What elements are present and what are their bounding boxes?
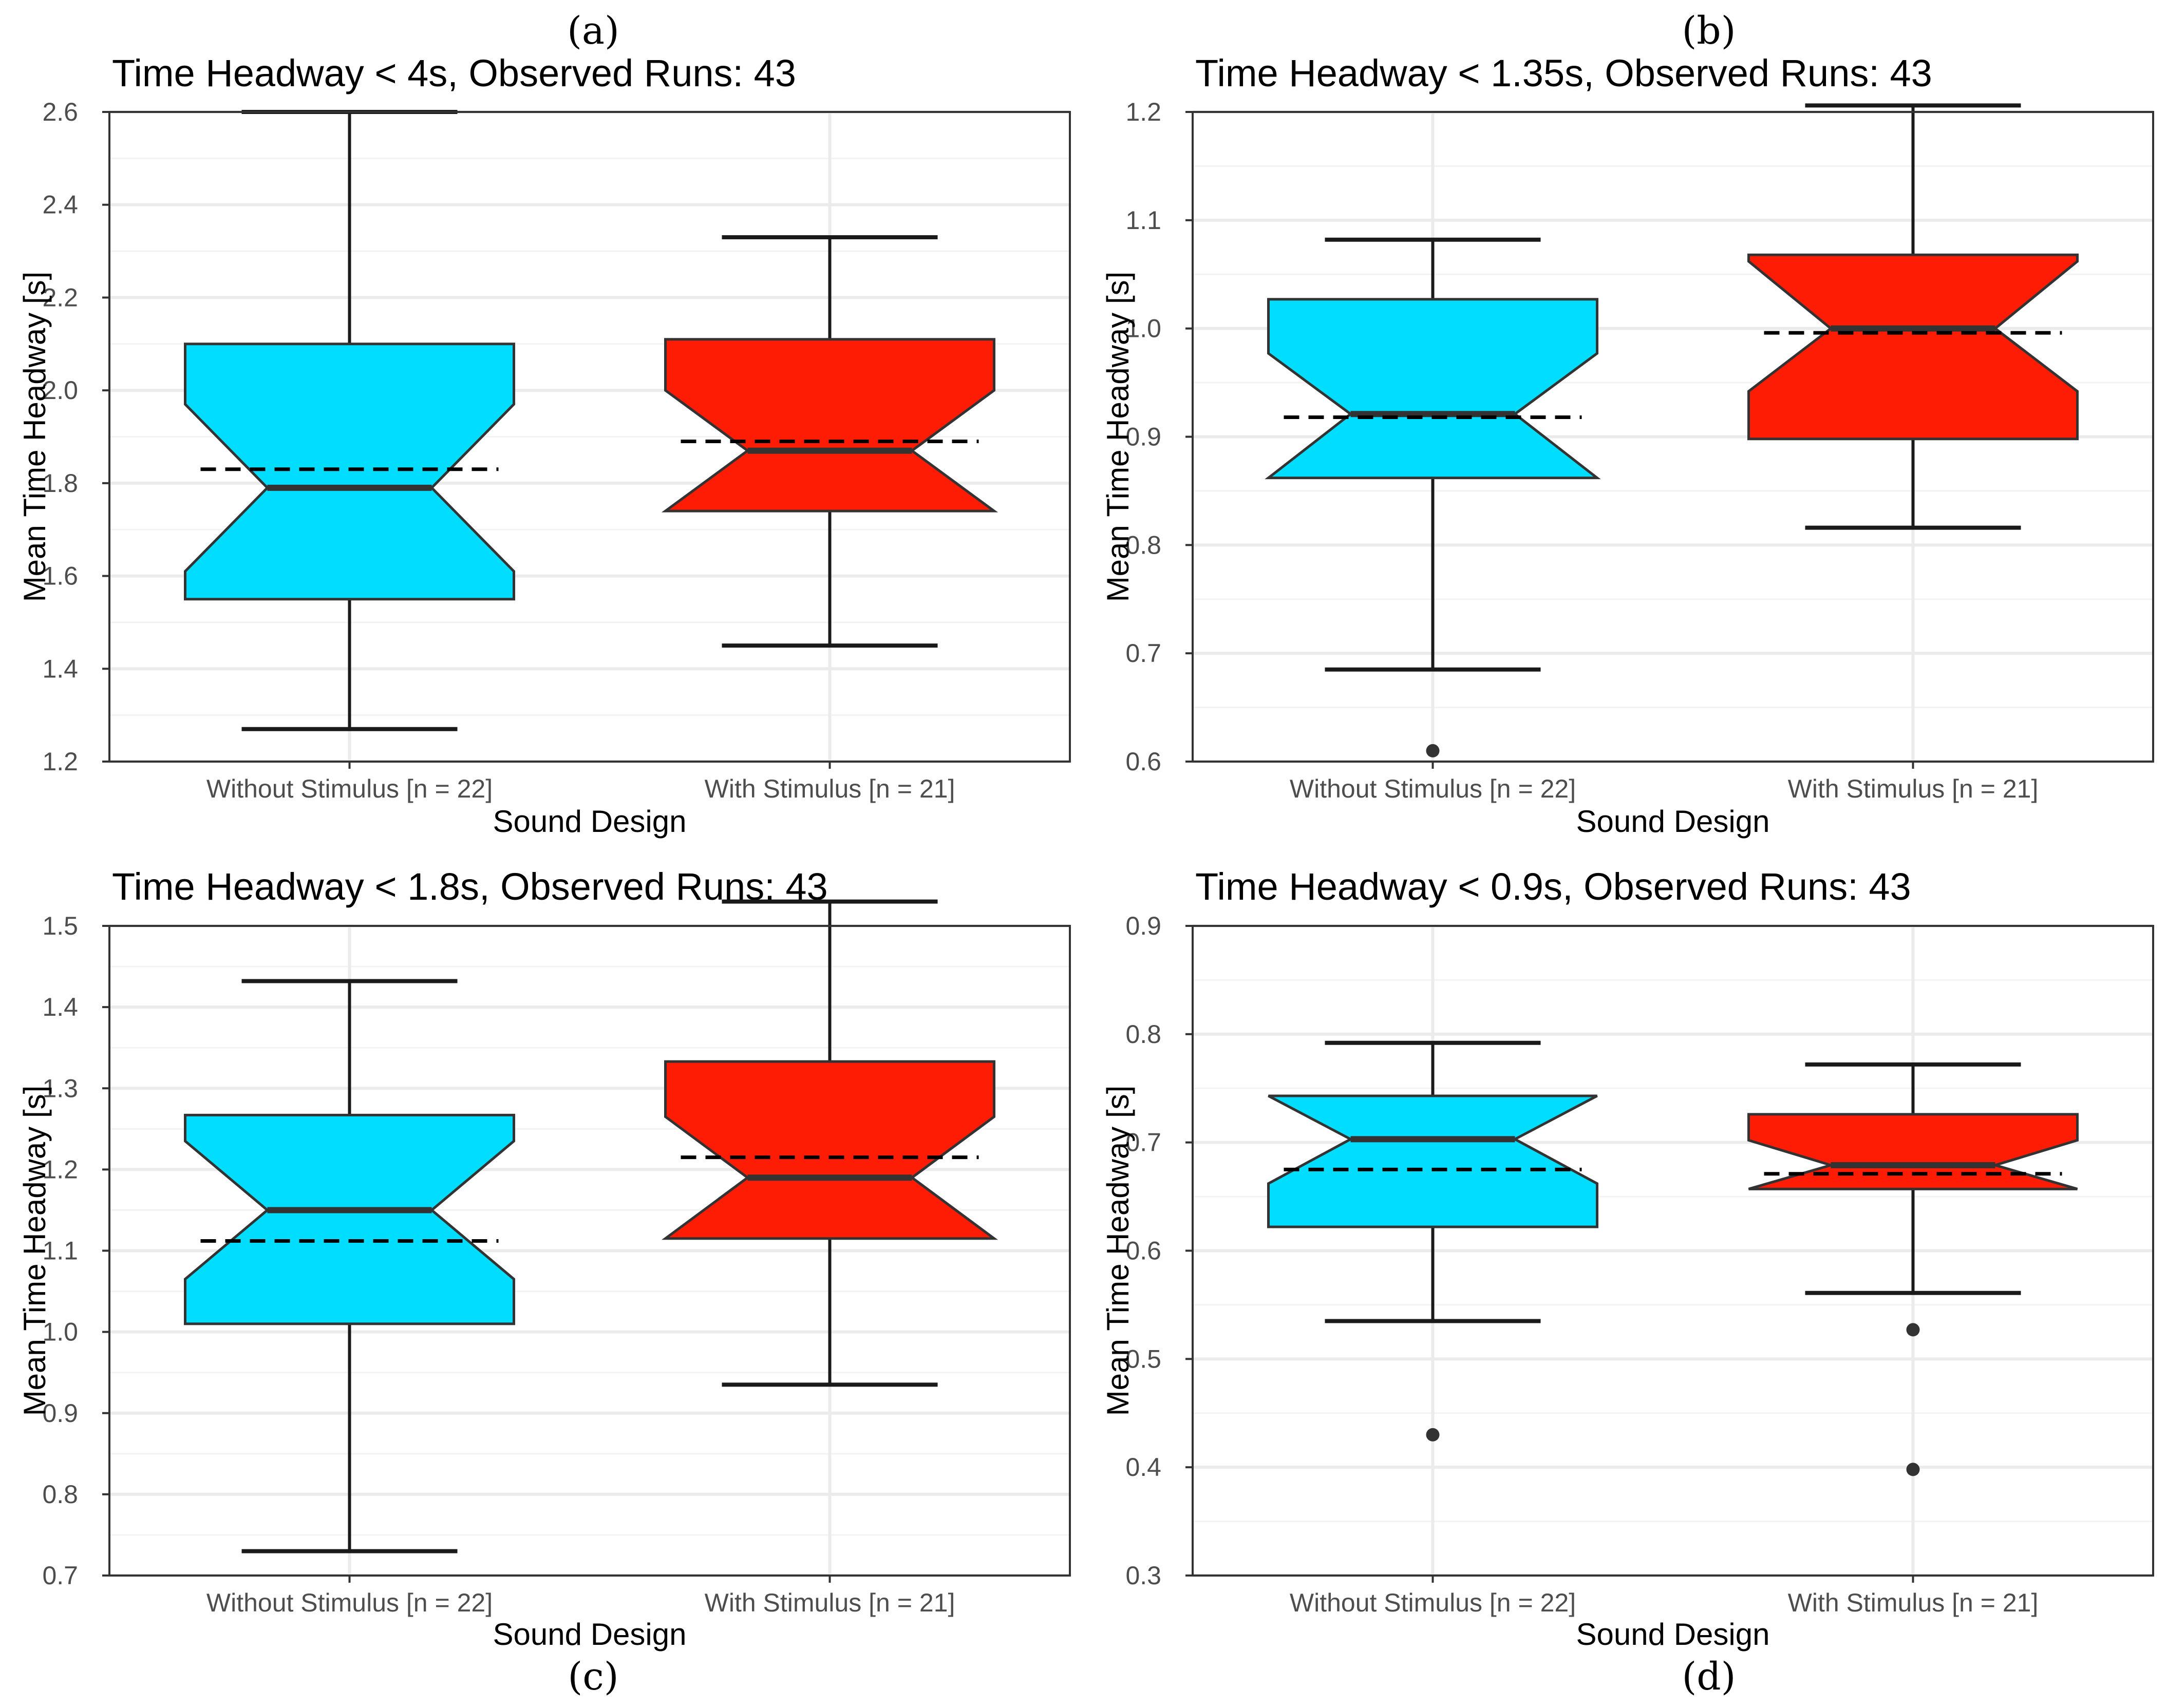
x-tick-label: With Stimulus [n = 21]	[705, 774, 955, 803]
y-tick-label: 1.6	[42, 562, 78, 591]
notched-box	[1747, 253, 2079, 441]
y-tick-label: 1.4	[42, 993, 78, 1021]
y-tick-label: 0.6	[1125, 747, 1161, 776]
x-axis-title: Sound Design	[493, 804, 687, 839]
y-tick-label: 0.9	[1125, 912, 1161, 940]
y-tick-label: 1.1	[1125, 206, 1161, 235]
outlier-point	[1906, 1463, 1920, 1476]
panel-label: (b)	[1682, 9, 1736, 53]
box-with-stimulus	[661, 899, 998, 1387]
y-tick-label: 0.5	[1125, 1344, 1161, 1373]
y-tick-label: 0.7	[1125, 639, 1161, 668]
y-tick-label: 0.7	[42, 1561, 78, 1590]
y-tick-label: 0.7	[1125, 1128, 1161, 1157]
y-tick-label: 0.8	[1125, 530, 1161, 559]
box-without-stimulus	[1265, 237, 1601, 757]
x-tick-label: With Stimulus [n = 21]	[1788, 774, 2039, 803]
chart-panel-d: (d) Time Headway < 0.9s, Observed Runs: 4…	[1101, 865, 2154, 1699]
y-tick-label: 1.3	[42, 1074, 78, 1103]
y-tick-label: 1.8	[42, 469, 78, 498]
notched-box	[184, 1113, 515, 1325]
y-tick-label: 1.2	[42, 1155, 78, 1184]
notched-box	[1265, 298, 1601, 480]
x-tick-label: Without Stimulus [n = 22]	[1290, 774, 1576, 803]
x-tick-label: Without Stimulus [n = 22]	[1290, 1588, 1576, 1617]
x-tick-label: With Stimulus [n = 21]	[705, 1588, 955, 1617]
x-axis-title: Sound Design	[493, 1617, 687, 1652]
panel-label: (c)	[568, 1655, 618, 1699]
y-tick-label: 2.6	[42, 98, 78, 126]
y-tick-label: 1.2	[42, 747, 78, 776]
y-tick-label: 0.8	[1125, 1020, 1161, 1049]
y-axis-title: Mean Time Headway [s]	[17, 1086, 52, 1416]
chart-panel-b: (b)Time Headway < 1.35s, Observed Runs: …	[1101, 9, 2154, 839]
x-axis-title: Sound Design	[1576, 804, 1770, 839]
y-tick-label: 0.8	[42, 1480, 78, 1509]
chart-panel-c: (c) Time Headway < 1.8s, Observed Runs: 4…	[17, 865, 1071, 1699]
box-without-stimulus	[1267, 1040, 1598, 1441]
y-tick-label: 0.9	[1125, 423, 1161, 451]
chart-title: Time Headway < 4s, Observed Runs: 43	[112, 52, 796, 94]
x-tick-label: Without Stimulus [n = 22]	[206, 774, 493, 803]
x-tick-label: With Stimulus [n = 21]	[1788, 1588, 2039, 1617]
y-tick-label: 0.4	[1125, 1453, 1161, 1482]
y-tick-label: 2.4	[42, 191, 78, 219]
y-tick-label: 0.9	[42, 1399, 78, 1428]
y-tick-label: 1.4	[42, 654, 78, 683]
y-tick-label: 1.0	[1125, 314, 1161, 343]
notched-box	[661, 338, 998, 513]
y-tick-label: 2.0	[42, 376, 78, 405]
notched-box	[1267, 1094, 1598, 1228]
y-axis-title: Mean Time Headway [s]	[1101, 1086, 1135, 1416]
notched-box	[661, 1060, 998, 1240]
panel-border	[108, 111, 1071, 763]
chart-title: Time Headway < 1.35s, Observed Runs: 43	[1195, 52, 1932, 94]
x-tick-label: Without Stimulus [n = 22]	[206, 1588, 493, 1617]
chart-title: Time Headway < 1.8s, Observed Runs: 43	[112, 865, 828, 908]
chart-panel-a: (a)Time Headway < 4s, Observed Runs: 43 1…	[17, 9, 1071, 839]
y-tick-label: 1.0	[42, 1318, 78, 1346]
x-axis-title: Sound Design	[1576, 1617, 1770, 1652]
y-tick-label: 1.1	[42, 1237, 78, 1265]
y-axis-title: Mean Time Headway [s]	[1101, 272, 1135, 602]
panel-label: (d)	[1682, 1655, 1736, 1699]
y-tick-label: 0.6	[1125, 1237, 1161, 1265]
chart-title: Time Headway < 0.9s, Observed Runs: 43	[1195, 865, 1911, 908]
box-with-stimulus	[1747, 103, 2079, 530]
y-axis-title: Mean Time Headway [s]	[17, 272, 52, 602]
y-tick-label: 1.5	[42, 912, 78, 940]
panel-label: (a)	[567, 9, 619, 53]
outlier-point	[1906, 1323, 1920, 1337]
y-tick-label: 1.2	[1125, 98, 1161, 126]
notched-box	[184, 343, 515, 601]
box-with-stimulus	[661, 235, 998, 648]
notched-box	[1747, 1113, 2079, 1190]
outlier-point	[1426, 744, 1440, 757]
outlier-point	[1426, 1428, 1440, 1441]
y-tick-label: 0.3	[1125, 1561, 1161, 1590]
y-tick-label: 2.2	[42, 283, 78, 312]
box-without-stimulus	[184, 979, 515, 1553]
box-with-stimulus	[1747, 1062, 2079, 1476]
